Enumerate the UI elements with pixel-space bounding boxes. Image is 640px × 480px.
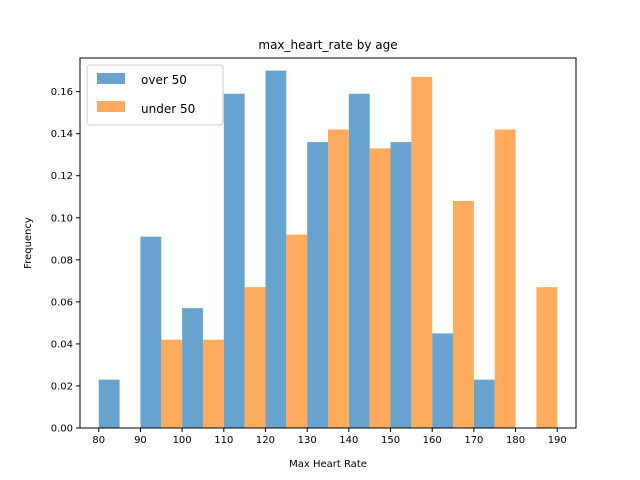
y-tick-label-6: 0.12 xyxy=(51,171,73,182)
legend-label-over-50: over 50 xyxy=(141,73,187,87)
y-tick-label-3: 0.06 xyxy=(51,297,73,308)
y-tick-label-0: 0.00 xyxy=(51,424,73,435)
bar-over-50-150 xyxy=(390,142,412,428)
bar-under-50-110 xyxy=(244,287,266,428)
bar-over-50-140 xyxy=(348,93,370,428)
x-tick-label-160: 160 xyxy=(423,435,442,446)
bar-over-50-170 xyxy=(473,379,495,428)
bar-under-50-120 xyxy=(286,234,308,428)
bar-under-50-130 xyxy=(328,129,349,428)
x-tick-label-90: 90 xyxy=(134,435,147,446)
y-axis-title: Frequency xyxy=(23,217,34,269)
bar-under-50-140 xyxy=(369,148,391,429)
bar-over-50-120 xyxy=(265,70,287,428)
bar-under-50-150 xyxy=(411,76,433,428)
y-tick-label-2: 0.04 xyxy=(51,339,73,350)
legend-swatch-under-50 xyxy=(97,101,125,112)
y-tick-label-7: 0.14 xyxy=(51,129,73,140)
x-tick-label-130: 130 xyxy=(298,435,317,446)
bar-under-50-170 xyxy=(494,129,516,428)
legend-label-under-50: under 50 xyxy=(141,102,195,116)
legend-swatch-over-50 xyxy=(97,73,125,84)
y-tick-label-5: 0.10 xyxy=(51,213,73,224)
x-axis-ticks: 80 90 100 110 120 130 140 150 160 170 180 190 xyxy=(92,428,567,446)
bar-over-50-80 xyxy=(98,379,120,428)
bar-over-50-160 xyxy=(432,333,454,428)
bar-over-50-110 xyxy=(223,93,245,428)
legend: over 50 under 50 xyxy=(86,64,224,126)
bars xyxy=(98,70,558,429)
bar-under-50-180 xyxy=(536,287,558,428)
bar-over-50-90 xyxy=(140,236,162,428)
x-tick-label-110: 110 xyxy=(214,435,233,446)
x-tick-label-180: 180 xyxy=(506,435,525,446)
bar-over-50-100 xyxy=(182,308,203,428)
bar-over-50-130 xyxy=(307,142,328,428)
plot-area: 80 90 100 110 120 130 140 150 160 170 180 190 0.000… xyxy=(51,57,577,446)
x-tick-label-120: 120 xyxy=(256,435,275,446)
x-tick-label-140: 140 xyxy=(339,435,358,446)
y-tick-label-8: 0.16 xyxy=(51,87,73,98)
y-axis-ticks: 0.00 0.02 0.04 0.06 0.08 0.10 0.12 0.14 0.16 xyxy=(51,87,80,435)
x-tick-label-150: 150 xyxy=(381,435,400,446)
y-tick-label-1: 0.02 xyxy=(51,381,73,392)
y-tick-label-4: 0.08 xyxy=(51,255,73,266)
axes-frame xyxy=(79,57,577,429)
bar-under-50-160 xyxy=(453,200,474,428)
x-tick-label-80: 80 xyxy=(92,435,105,446)
x-tick-label-100: 100 xyxy=(173,435,192,446)
x-axis-title: Max Heart Rate xyxy=(289,459,367,470)
bar-under-50-100 xyxy=(202,339,224,428)
x-tick-label-190: 190 xyxy=(548,435,567,446)
x-tick-label-170: 170 xyxy=(464,435,483,446)
bar-under-50-90 xyxy=(161,339,183,428)
chart-title: max_heart_rate by age xyxy=(258,38,397,52)
